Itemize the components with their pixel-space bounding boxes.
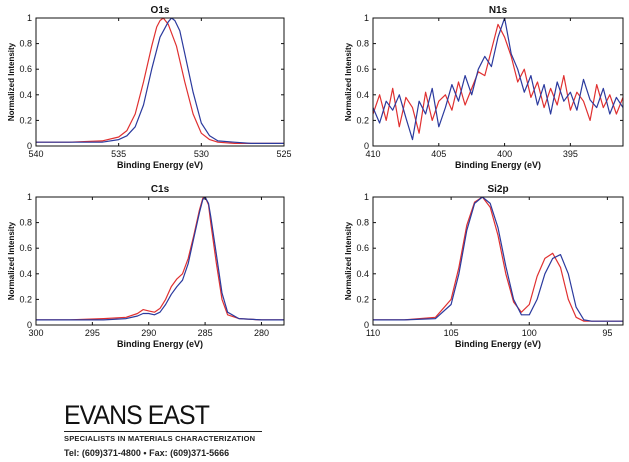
x-axis-label: Binding Energy (eV) bbox=[455, 339, 541, 349]
chart-title: O1s bbox=[151, 5, 170, 16]
y-axis-label: Normalized Intensity bbox=[344, 42, 353, 121]
x-tick-label: 300 bbox=[28, 328, 43, 338]
x-tick-label: 110 bbox=[366, 328, 380, 338]
y-tick-label: 1 bbox=[27, 192, 32, 202]
x-tick-label: 290 bbox=[141, 328, 156, 338]
x-tick-label: 280 bbox=[254, 328, 269, 338]
x-tick-label: 100 bbox=[522, 328, 537, 338]
y-tick-label: 1 bbox=[364, 192, 369, 202]
series-line-blue bbox=[373, 197, 623, 322]
x-tick-label: 105 bbox=[444, 328, 459, 338]
y-tick-label: 0 bbox=[27, 141, 32, 151]
chart-title: C1s bbox=[151, 184, 170, 195]
y-axis-label: Normalized Intensity bbox=[7, 221, 16, 300]
y-tick-label: 0.4 bbox=[356, 90, 369, 100]
x-tick-label: 405 bbox=[431, 149, 446, 159]
y-tick-label: 0.4 bbox=[356, 269, 369, 279]
x-tick-label: 395 bbox=[563, 149, 578, 159]
x-tick-label: 540 bbox=[28, 149, 43, 159]
x-axis-label: Binding Energy (eV) bbox=[455, 160, 541, 170]
chart-panel-3: C1s 300 295 290 285 280 0 0.2 0.4 0.6 0.8 1 Binding … bbox=[7, 184, 285, 349]
y-tick-label: 1 bbox=[27, 13, 32, 23]
y-tick-label: 1 bbox=[364, 13, 369, 23]
y-tick-label: 0.8 bbox=[19, 218, 32, 228]
x-tick-label: 410 bbox=[365, 149, 380, 159]
plot-frame bbox=[35, 17, 285, 147]
plot-frame bbox=[35, 196, 285, 326]
y-tick-label: 0.8 bbox=[356, 218, 369, 228]
chart-panel-2: N1s 410 405 400 395 0 0.2 0.4 0.6 0.8 1 Binding Ene… bbox=[344, 5, 624, 170]
y-axis-label: Normalized Intensity bbox=[344, 221, 353, 300]
y-axis-label: Normalized Intensity bbox=[7, 42, 16, 121]
x-tick-label: 285 bbox=[198, 328, 213, 338]
series-line-red bbox=[373, 23, 623, 134]
series-line-red bbox=[36, 197, 284, 321]
y-tick-label: 0 bbox=[364, 141, 369, 151]
y-tick-label: 0.2 bbox=[356, 115, 369, 125]
plot-frame bbox=[372, 196, 624, 326]
x-axis-label: Binding Energy (eV) bbox=[117, 339, 203, 349]
company-tagline: SPECIALISTS IN MATERIALS CHARACTERIZATIO… bbox=[64, 434, 256, 443]
series-line-red bbox=[36, 18, 284, 144]
y-tick-label: 0 bbox=[27, 320, 32, 330]
company-logo: EVANS EAST SPECIALISTS IN MATERIALS CHAR… bbox=[64, 400, 274, 458]
y-tick-label: 0.4 bbox=[19, 90, 32, 100]
x-axis-label: Binding Energy (eV) bbox=[117, 160, 203, 170]
y-tick-label: 0.8 bbox=[19, 39, 32, 49]
y-tick-label: 0.2 bbox=[19, 115, 32, 125]
y-tick-label: 0.2 bbox=[19, 294, 32, 304]
contact-separator: • bbox=[143, 448, 147, 458]
phone-number: Tel: (609)371-4800 bbox=[64, 448, 141, 458]
chart-panel-4: Si2p 110 105 100 95 0 0.2 0.4 0.6 0.8 1 Binding Ene… bbox=[344, 184, 624, 349]
y-tick-label: 0.6 bbox=[356, 64, 369, 74]
y-tick-label: 0.4 bbox=[19, 269, 32, 279]
x-tick-label: 295 bbox=[85, 328, 100, 338]
y-tick-label: 0.6 bbox=[19, 243, 32, 253]
chart-title: Si2p bbox=[487, 184, 508, 195]
y-tick-label: 0 bbox=[364, 320, 369, 330]
series-line-blue bbox=[36, 197, 284, 321]
plot-frame bbox=[372, 17, 624, 147]
x-tick-label: 535 bbox=[111, 149, 126, 159]
series-line-blue bbox=[373, 18, 623, 141]
x-tick-label: 525 bbox=[276, 149, 291, 159]
series-line-blue bbox=[36, 18, 284, 144]
fax-number: Fax: (609)371-5666 bbox=[149, 448, 230, 458]
x-tick-label: 530 bbox=[194, 149, 209, 159]
y-tick-label: 0.2 bbox=[356, 294, 369, 304]
y-tick-label: 0.8 bbox=[356, 39, 369, 49]
chart-title: N1s bbox=[489, 5, 508, 16]
chart-panel-1: O1s 540 535 530 525 0 0.2 0.4 0.6 0.8 1 Binding Ene… bbox=[7, 5, 292, 170]
series-line-red bbox=[373, 197, 623, 322]
xps-figure: O1s 540 535 530 525 0 0.2 0.4 0.6 0.8 1 Binding Ene… bbox=[7, 5, 624, 349]
company-name: EVANS EAST bbox=[64, 400, 210, 430]
y-tick-label: 0.6 bbox=[356, 243, 369, 253]
x-tick-label: 400 bbox=[497, 149, 512, 159]
contact-line: Tel: (609)371-4800 • Fax: (609)371-5666 bbox=[64, 448, 229, 458]
logo-rule bbox=[64, 431, 262, 432]
y-tick-label: 0.6 bbox=[19, 64, 32, 74]
x-tick-label: 95 bbox=[602, 328, 612, 338]
